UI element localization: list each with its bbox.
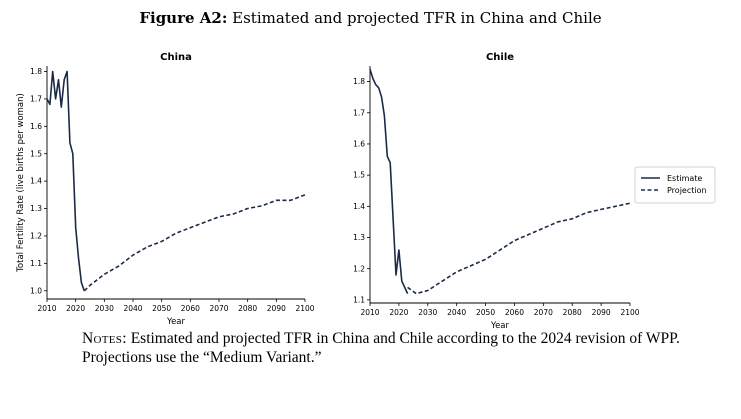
china-y-tick-label: 1.3 <box>30 204 42 213</box>
china-x-tick-label: 2050 <box>152 304 171 313</box>
chile-x-tick-label: 2010 <box>360 308 379 317</box>
figure-notes: Notes: Estimated and projected TFR in Ch… <box>82 329 682 367</box>
china-x-tick-label: 2030 <box>95 304 114 313</box>
chile-y-tick-label: 1.4 <box>353 202 365 211</box>
chile-y-tick-label: 1.7 <box>353 108 365 117</box>
china-x-tick-label: 2040 <box>123 304 142 313</box>
chile-x-tick-label: 2020 <box>389 308 408 317</box>
china-y-tick-label: 1.6 <box>30 122 42 131</box>
notes-label: Notes: <box>82 330 127 347</box>
chile-projection-line <box>407 202 631 295</box>
china-y-tick-label: 1.0 <box>30 286 42 295</box>
chile-x-tick-label: 2030 <box>418 308 437 317</box>
chile-x-tick-label: 2070 <box>534 308 553 317</box>
chile-y-tick-label: 1.8 <box>353 77 365 86</box>
china-panel-title: China <box>160 52 192 63</box>
chile-y-tick-label: 1.1 <box>353 295 365 304</box>
legend-box <box>634 166 716 204</box>
china-x-tick-label: 2100 <box>295 304 314 313</box>
china-y-tick-label: 1.7 <box>30 94 42 103</box>
chile-y-tick-label: 1.2 <box>353 264 365 273</box>
china-x-tick-label: 2060 <box>181 304 200 313</box>
china-y-tick-label: 1.2 <box>30 232 42 241</box>
legend-projection-label: Projection <box>667 186 707 195</box>
chile-x-tick-label: 2100 <box>620 308 639 317</box>
figure-title: Figure A2: Estimated and projected TFR i… <box>0 9 741 27</box>
chile-x-tick-label: 2050 <box>476 308 495 317</box>
china-y-tick-label: 1.1 <box>30 259 42 268</box>
china-x-axis-label: Year <box>166 317 186 327</box>
china-x-tick-label: 2020 <box>66 304 85 313</box>
china-projection-line <box>83 194 306 292</box>
legend-estimate-label: Estimate <box>667 174 702 183</box>
figure-label: Figure A2: <box>139 9 228 27</box>
figure-title-text: Estimated and projected TFR in China and… <box>232 9 602 27</box>
chile-x-axis-label: Year <box>490 321 510 331</box>
chile-y-tick-label: 1.6 <box>353 140 365 149</box>
chile-panel-title: Chile <box>486 52 514 63</box>
china-x-tick-label: 2090 <box>267 304 286 313</box>
china-y-axis-label: Total Fertility Rate (live births per wo… <box>16 93 26 273</box>
china-x-tick-label: 2070 <box>209 304 228 313</box>
chile-y-tick-label: 1.3 <box>353 233 365 242</box>
china-y-tick-label: 1.4 <box>30 177 42 186</box>
chile-x-tick-label: 2080 <box>563 308 582 317</box>
chile-y-tick-label: 1.5 <box>353 171 365 180</box>
chile-x-tick-label: 2060 <box>505 308 524 317</box>
china-y-tick-label: 1.5 <box>30 149 42 158</box>
chile-estimate-line <box>369 68 409 294</box>
chile-x-tick-label: 2040 <box>447 308 466 317</box>
notes-text: Estimated and projected TFR in China and… <box>82 330 680 366</box>
china-x-tick-label: 2080 <box>238 304 257 313</box>
china-estimate-line <box>46 70 86 292</box>
chile-x-tick-label: 2090 <box>592 308 611 317</box>
china-x-tick-label: 2010 <box>37 304 56 313</box>
china-y-tick-label: 1.8 <box>30 67 42 76</box>
